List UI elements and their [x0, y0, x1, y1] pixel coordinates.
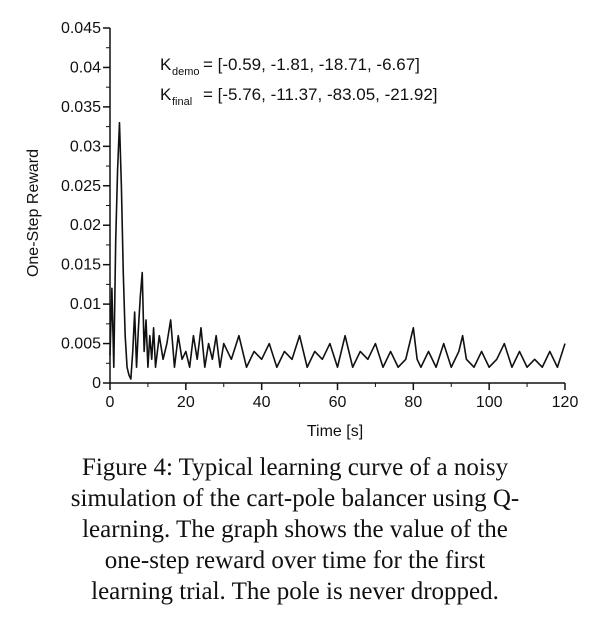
y-tick-label: 0.03	[70, 138, 101, 155]
k-demo-annotation: K demo = [-0.59, -1.81, -18.71, -6.67]	[160, 55, 420, 78]
figure-caption: Figure 4: Typical learning curve of a no…	[10, 452, 580, 607]
caption-line: learning. The graph shows the value of t…	[82, 516, 508, 543]
learning-curve-chart: 0 0.005 0.01 0.015 0.02 0.025 0.03 0.035 0.04 0.0…	[25, 20, 579, 440]
x-tick-label: 40	[253, 394, 271, 411]
caption-line: simulation of the cart-pole balancer usi…	[70, 485, 520, 512]
y-tick-label: 0.01	[70, 296, 101, 313]
k-final-symbol: K	[160, 85, 172, 104]
y-tick-label: 0.015	[61, 257, 101, 274]
x-axis-ticks: 0 20 40 60 80 100 120	[106, 383, 579, 411]
x-axis-label: Time [s]	[307, 423, 363, 440]
x-tick-label: 60	[329, 394, 347, 411]
k-final-subscript: final	[172, 96, 192, 108]
caption-line: Figure 4: Typical learning curve of a no…	[81, 454, 509, 481]
x-tick-label: 20	[177, 394, 195, 411]
caption-line: one-step reward over time for the first	[104, 547, 486, 574]
x-tick-label: 0	[106, 394, 115, 411]
y-tick-label: 0.04	[70, 59, 101, 76]
x-tick-label: 100	[476, 394, 503, 411]
k-final-annotation: K final = [-5.76, -11.37, -83.05, -21.92…	[160, 85, 438, 108]
y-axis-label: One-Step Reward	[25, 149, 42, 277]
y-tick-label: 0.025	[61, 178, 101, 195]
y-tick-label: 0.02	[70, 217, 101, 234]
x-tick-label: 120	[552, 394, 579, 411]
reward-series-line	[109, 121, 566, 380]
x-tick-label: 80	[404, 394, 422, 411]
caption-line: learning trial. The pole is never droppe…	[91, 578, 499, 605]
k-demo-values: = [-0.59, -1.81, -18.71, -6.67]	[203, 55, 420, 74]
k-demo-symbol: K	[160, 55, 172, 74]
k-final-values: = [-5.76, -11.37, -83.05, -21.92]	[203, 85, 438, 104]
y-axis-ticks: 0 0.005 0.01 0.015 0.02 0.025 0.03 0.035 0.04 0.0…	[61, 20, 110, 392]
k-demo-subscript: demo	[172, 66, 200, 78]
y-tick-label: 0.035	[61, 99, 101, 116]
y-tick-label: 0.005	[61, 336, 101, 353]
y-tick-label: 0	[92, 375, 101, 392]
y-tick-label: 0.045	[61, 20, 101, 37]
